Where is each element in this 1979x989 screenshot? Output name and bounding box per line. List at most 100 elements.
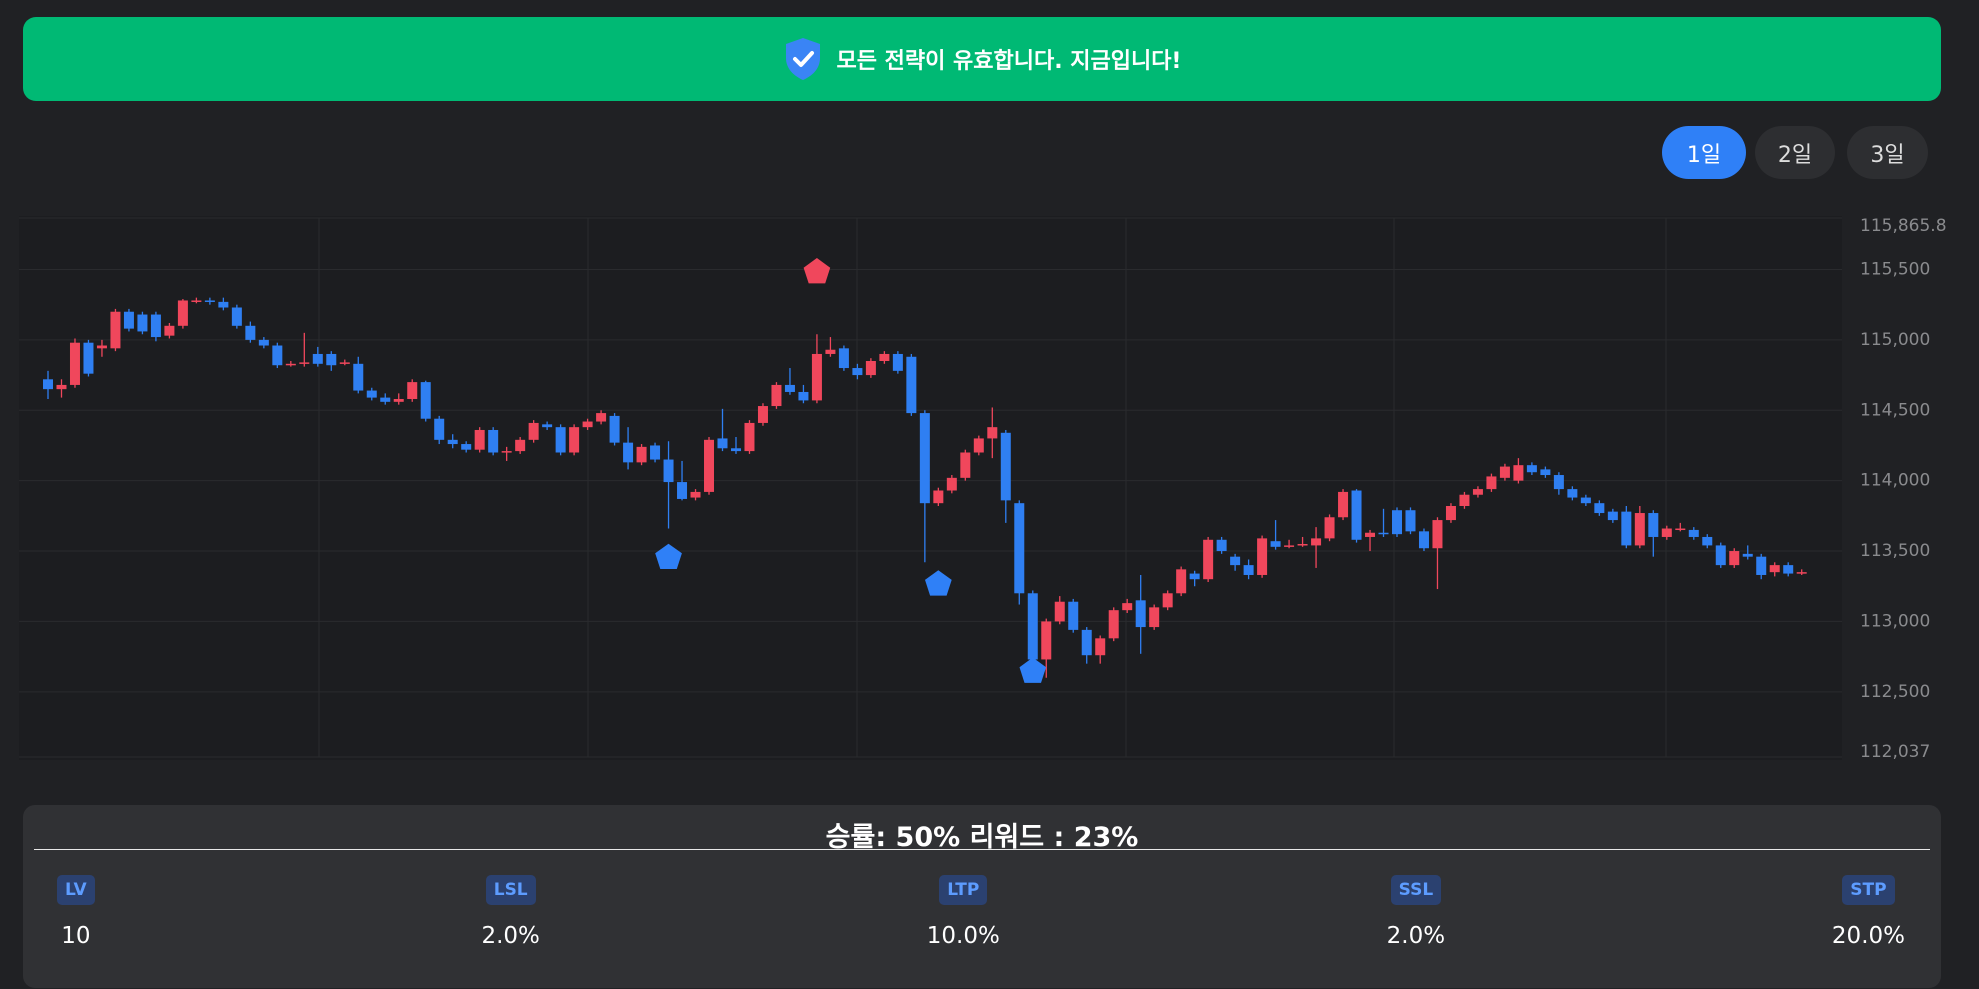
candle-body bbox=[771, 384, 782, 407]
candle-body bbox=[1027, 593, 1038, 660]
candle-body bbox=[366, 390, 377, 398]
candle-body bbox=[1216, 539, 1227, 552]
candle-body bbox=[542, 424, 553, 428]
candle-body bbox=[447, 439, 458, 445]
candle-body bbox=[326, 353, 337, 366]
candle-body bbox=[987, 427, 998, 439]
banner: 모든 전략이 유효합니다. 지금입니다! bbox=[23, 17, 1941, 101]
stat: LV 10 bbox=[57, 875, 95, 949]
candle-body bbox=[1756, 556, 1767, 575]
candle-body bbox=[272, 345, 283, 366]
stats-title: 승률: 50% 리워드 : 23% bbox=[825, 822, 1139, 853]
candle-body bbox=[1486, 476, 1497, 490]
candle-body bbox=[1041, 621, 1052, 660]
candle-body bbox=[110, 311, 121, 349]
candle-body bbox=[1783, 565, 1794, 574]
candle-body bbox=[1729, 551, 1740, 566]
candle-body bbox=[204, 300, 215, 302]
candle-body bbox=[636, 446, 647, 463]
candle-body bbox=[892, 353, 903, 371]
stat: LSL 2.0% bbox=[481, 875, 540, 949]
candle-body bbox=[1796, 572, 1807, 574]
y-tick-label: 113,500 bbox=[1860, 541, 1930, 561]
candle-body bbox=[784, 384, 795, 392]
candle-body bbox=[312, 353, 323, 364]
candle-body bbox=[1607, 511, 1618, 521]
y-tick-label: 115,865.8 bbox=[1860, 216, 1947, 236]
candle-body bbox=[393, 399, 404, 402]
range-button[interactable]: 1일 bbox=[1662, 126, 1746, 179]
stat-label: STP bbox=[1842, 875, 1895, 905]
candle-body bbox=[1297, 544, 1308, 546]
candle-body bbox=[474, 429, 485, 450]
candle-body bbox=[285, 363, 296, 366]
candle-body bbox=[1648, 513, 1659, 537]
candle-body bbox=[663, 459, 674, 483]
candle-body bbox=[380, 397, 391, 402]
candle-body bbox=[1742, 553, 1753, 557]
candle-body bbox=[973, 438, 984, 453]
candle-body bbox=[1270, 541, 1281, 547]
candle-body bbox=[1351, 490, 1362, 540]
candle-body bbox=[43, 379, 53, 390]
signal-marker bbox=[803, 258, 831, 284]
candle-body bbox=[690, 491, 701, 498]
y-tick-label: 115,000 bbox=[1860, 330, 1930, 350]
candle-body bbox=[1621, 511, 1632, 546]
candle-body bbox=[906, 356, 917, 414]
candle-body bbox=[1702, 536, 1713, 546]
candle-body bbox=[933, 490, 944, 504]
candle-body bbox=[461, 444, 472, 450]
stat-label: LV bbox=[57, 875, 95, 905]
candle-body bbox=[218, 301, 229, 308]
candle-body bbox=[1311, 538, 1322, 546]
candle-body bbox=[1162, 593, 1173, 608]
candle-body bbox=[744, 422, 755, 452]
candle-body bbox=[339, 362, 350, 364]
candle-body bbox=[1769, 565, 1780, 573]
candle-body bbox=[1068, 601, 1079, 630]
stat-label: LSL bbox=[485, 875, 536, 905]
signal-marker bbox=[655, 543, 682, 569]
candle-body bbox=[838, 348, 849, 369]
range-button[interactable]: 2일 bbox=[1755, 126, 1835, 179]
chart: 115,865.8 115,500 115,000 114,500 114,000 113… bbox=[19, 216, 1947, 762]
candle-body bbox=[1661, 528, 1672, 537]
candle-body bbox=[1095, 638, 1106, 656]
candle-body bbox=[852, 368, 863, 376]
stat-label: LTP bbox=[939, 875, 988, 905]
candle-body bbox=[501, 451, 512, 453]
candle-body bbox=[798, 391, 809, 401]
candle-body bbox=[1014, 503, 1025, 594]
candle-body bbox=[825, 349, 836, 354]
candle-body bbox=[299, 362, 310, 364]
candle-body bbox=[1284, 545, 1295, 547]
candle-body bbox=[569, 427, 580, 453]
candle-body bbox=[757, 406, 768, 423]
candle-body bbox=[83, 342, 94, 374]
signal-marker bbox=[1019, 657, 1047, 683]
candle-body bbox=[919, 413, 930, 504]
candle-body bbox=[1054, 601, 1065, 622]
y-tick-label: 114,500 bbox=[1860, 400, 1930, 420]
candle-body bbox=[960, 452, 971, 478]
y-tick-label: 115,500 bbox=[1860, 259, 1930, 279]
candle-body bbox=[1675, 528, 1686, 531]
candle-body bbox=[1540, 469, 1551, 476]
stat-value: 20.0% bbox=[1831, 923, 1905, 949]
candle-body bbox=[1122, 603, 1133, 611]
candle-body bbox=[1149, 607, 1160, 628]
candle-body bbox=[1365, 532, 1376, 537]
stat: LTP 10.0% bbox=[927, 875, 1000, 949]
candle-body bbox=[1392, 510, 1402, 535]
candle-body bbox=[488, 429, 499, 453]
range-button[interactable]: 3일 bbox=[1847, 126, 1928, 179]
candle-body bbox=[879, 353, 890, 361]
candle-body bbox=[1445, 505, 1456, 521]
stats-row: LV 10 LSL 2.0% LTP 10.0% SSL 2.0% STP 20.0% bbox=[57, 875, 1905, 949]
candle-body bbox=[56, 384, 67, 390]
candle-body bbox=[609, 415, 620, 443]
candle-body bbox=[96, 345, 107, 349]
candle-body bbox=[865, 360, 876, 376]
candle-body bbox=[811, 353, 822, 401]
